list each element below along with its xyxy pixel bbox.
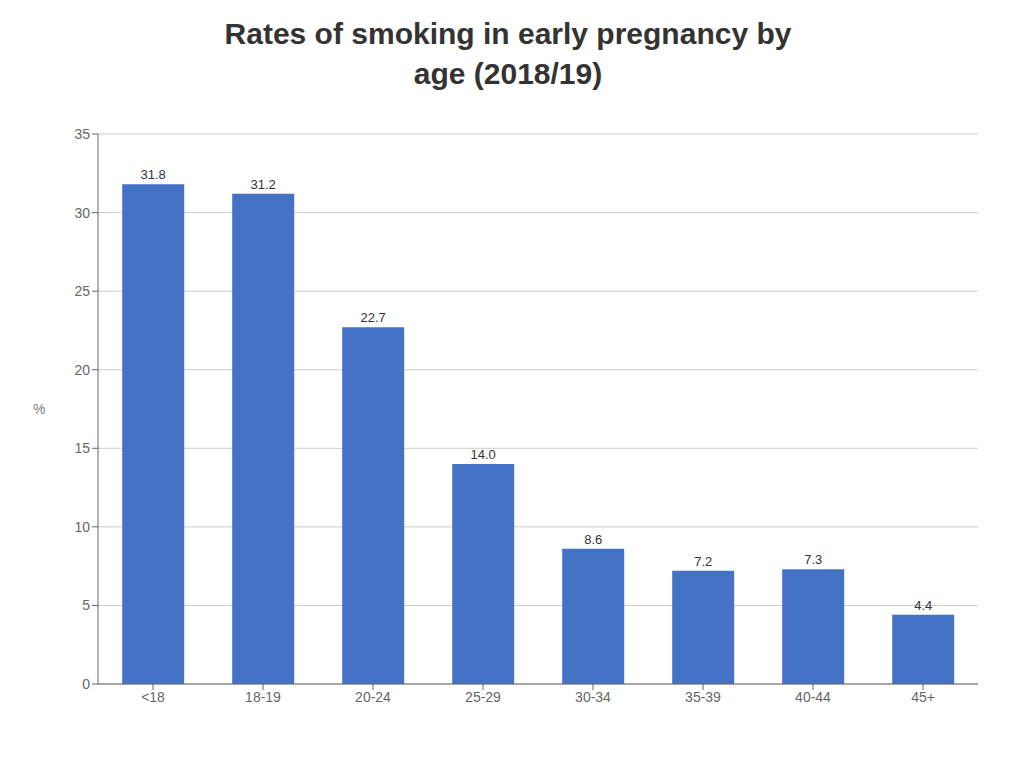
svg-text:31.8: 31.8 xyxy=(141,167,166,182)
svg-text:30-34: 30-34 xyxy=(575,689,611,705)
svg-text:35-39: 35-39 xyxy=(685,689,721,705)
svg-text:14.0: 14.0 xyxy=(471,447,496,462)
svg-text:25-29: 25-29 xyxy=(465,689,501,705)
svg-text:15: 15 xyxy=(74,440,90,456)
svg-text:7.3: 7.3 xyxy=(804,552,822,567)
svg-text:%: % xyxy=(33,401,45,417)
svg-text:45+: 45+ xyxy=(911,689,935,705)
svg-text:31.2: 31.2 xyxy=(251,177,276,192)
svg-text:18-19: 18-19 xyxy=(245,689,281,705)
svg-text:22.7: 22.7 xyxy=(361,310,386,325)
svg-text:7.2: 7.2 xyxy=(694,554,712,569)
svg-text:<18: <18 xyxy=(141,689,165,705)
svg-text:20-24: 20-24 xyxy=(355,689,391,705)
svg-text:25: 25 xyxy=(74,283,90,299)
svg-text:20: 20 xyxy=(74,362,90,378)
svg-text:0: 0 xyxy=(82,676,90,692)
svg-text:4.4: 4.4 xyxy=(914,598,932,613)
html-text:age (2018/19): age (2018/19) xyxy=(413,57,603,90)
svg-text:35: 35 xyxy=(74,126,90,142)
html-text:Rates of smoking in early preg: Rates of smoking in early pregnancy by xyxy=(224,17,792,50)
svg-text:40-44: 40-44 xyxy=(795,689,831,705)
svg-text:8.6: 8.6 xyxy=(584,532,602,547)
svg-text:5: 5 xyxy=(82,597,90,613)
svg-text:30: 30 xyxy=(74,205,90,221)
svg-text:10: 10 xyxy=(74,519,90,535)
